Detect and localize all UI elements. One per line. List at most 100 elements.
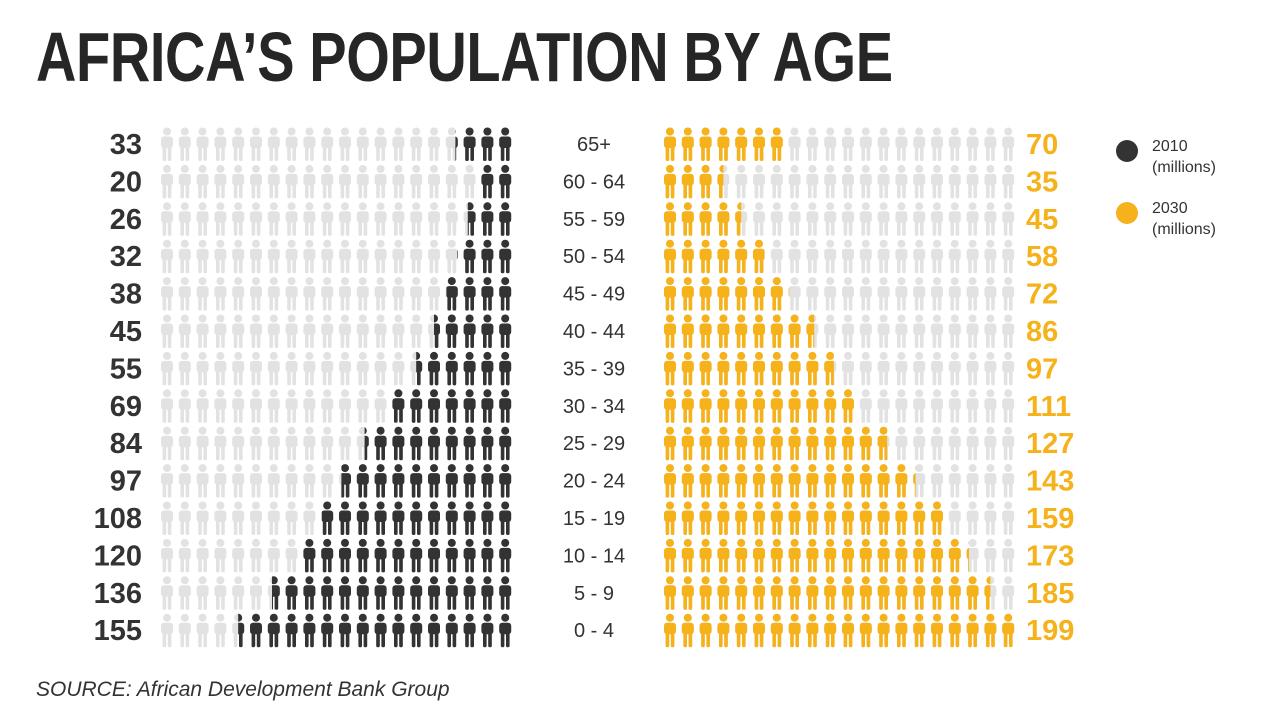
person-icon-2010 bbox=[321, 239, 334, 274]
person-icon-2030 bbox=[753, 202, 765, 236]
person-icon-2030 bbox=[984, 277, 997, 311]
age-row: 155 0 - 4 199 bbox=[94, 613, 1074, 648]
person-icon-2010 bbox=[178, 613, 191, 648]
person-icon-2010 bbox=[214, 576, 227, 610]
person-icon-2010 bbox=[499, 351, 512, 386]
person-icon-2010 bbox=[463, 426, 476, 461]
person-icon-2030 bbox=[1002, 164, 1015, 199]
person-icon-2030 bbox=[913, 501, 926, 535]
person-icon-2010 bbox=[214, 127, 227, 161]
person-icon-2030 bbox=[984, 389, 997, 423]
value-label-2030: 86 bbox=[1026, 316, 1058, 348]
person-icon-2010 bbox=[232, 501, 245, 535]
person-icon-2030 bbox=[984, 538, 997, 573]
person-icon-2030 bbox=[913, 538, 926, 573]
person-icon-2030 bbox=[931, 351, 943, 386]
person-icon-2010 bbox=[463, 613, 476, 648]
person-icon-2030 bbox=[717, 389, 730, 423]
person-icon-2030 bbox=[842, 426, 854, 461]
person-icon-2030 bbox=[842, 576, 854, 610]
person-icon-2010 bbox=[374, 127, 387, 161]
age-group-label: 40 - 44 bbox=[563, 321, 625, 343]
value-label-2030: 173 bbox=[1026, 540, 1074, 572]
person-icon-2030 bbox=[877, 127, 890, 161]
person-icon-2010 bbox=[267, 277, 280, 311]
person-icon-2030 bbox=[699, 314, 712, 348]
person-icon-2030 bbox=[859, 426, 872, 461]
person-icon-2030 bbox=[1002, 127, 1015, 161]
person-icon-2010 bbox=[356, 239, 369, 274]
person-icon-2010 bbox=[285, 277, 298, 311]
person-icon-2010 bbox=[232, 314, 245, 348]
person-icon-2010 bbox=[267, 538, 280, 573]
person-icon-2010 bbox=[214, 613, 227, 648]
person-icon-2030 bbox=[1002, 576, 1015, 610]
person-icon-2010 bbox=[374, 464, 387, 498]
person-icon-2030 bbox=[877, 164, 890, 199]
person-icon-2010 bbox=[303, 538, 316, 573]
person-icon-2010 bbox=[303, 613, 316, 648]
person-icon-2010 bbox=[267, 501, 280, 535]
person-icon-2030 bbox=[664, 389, 676, 423]
person-icon-2030 bbox=[1002, 389, 1015, 423]
person-icon-2010 bbox=[232, 277, 245, 311]
person-icon-2010 bbox=[428, 314, 440, 348]
person-icon-2010 bbox=[285, 164, 298, 199]
person-icon-2010 bbox=[481, 464, 494, 498]
person-icon-2010 bbox=[499, 613, 512, 648]
person-icon-2010 bbox=[445, 351, 458, 386]
value-label-2010: 45 bbox=[110, 316, 142, 348]
person-icon-2030 bbox=[913, 202, 926, 236]
person-icon-2030 bbox=[806, 351, 819, 386]
age-group-label: 55 - 59 bbox=[563, 209, 625, 231]
person-icon-2030 bbox=[966, 277, 979, 311]
person-icon-2010 bbox=[445, 277, 458, 311]
person-icon-2010 bbox=[392, 426, 405, 461]
person-icon-2010 bbox=[481, 538, 494, 573]
person-icon-2030 bbox=[948, 202, 961, 236]
person-icon-2010 bbox=[303, 351, 316, 386]
person-icon-2010 bbox=[428, 576, 440, 610]
person-icon-2010 bbox=[321, 464, 334, 498]
person-icon-2010 bbox=[214, 389, 227, 423]
person-icon-2030 bbox=[966, 613, 979, 648]
person-icon-2010 bbox=[374, 314, 387, 348]
person-icon-2030 bbox=[895, 239, 908, 274]
person-icon-2030 bbox=[664, 538, 676, 573]
person-icon-2010 bbox=[303, 202, 316, 236]
person-icon-2010 bbox=[392, 464, 405, 498]
person-icon-2030 bbox=[931, 501, 943, 535]
person-icon-2030 bbox=[681, 202, 694, 236]
person-icon-2010 bbox=[410, 202, 423, 236]
age-row: 38 45 - 49 72 bbox=[110, 277, 1058, 311]
person-icon-2010 bbox=[303, 576, 316, 610]
person-icon-2010 bbox=[161, 501, 173, 535]
person-icon-2030 bbox=[824, 538, 837, 573]
person-icon-2030 bbox=[824, 389, 837, 423]
person-icon-2030 bbox=[788, 202, 801, 236]
person-icon-2030 bbox=[895, 164, 908, 199]
person-icon-2010 bbox=[250, 538, 262, 573]
person-icon-2030 bbox=[699, 239, 712, 274]
person-icon-2030 bbox=[824, 501, 837, 535]
person-icon-2030 bbox=[699, 426, 712, 461]
person-icon-2010 bbox=[214, 426, 227, 461]
person-icon-2010 bbox=[196, 202, 209, 236]
person-icon-2030 bbox=[699, 389, 712, 423]
person-icon-2030 bbox=[824, 464, 837, 498]
value-label-2030: 111 bbox=[1026, 391, 1071, 423]
value-label-2030: 127 bbox=[1026, 428, 1074, 460]
person-icon-2010 bbox=[481, 314, 494, 348]
age-row: 45 40 - 44 86 bbox=[110, 314, 1058, 348]
person-icon-2030 bbox=[681, 277, 694, 311]
person-icon-2010 bbox=[214, 538, 227, 573]
person-icon-2030 bbox=[1002, 538, 1015, 573]
person-icon-2010 bbox=[321, 277, 334, 311]
person-icon-2010 bbox=[428, 277, 440, 311]
person-icon-2030 bbox=[931, 127, 943, 161]
person-icon-2010 bbox=[250, 127, 262, 161]
person-icon-2010 bbox=[374, 239, 387, 274]
person-icon-2010 bbox=[250, 613, 262, 648]
person-icon-2010 bbox=[481, 164, 494, 199]
person-icon-2030 bbox=[753, 538, 765, 573]
